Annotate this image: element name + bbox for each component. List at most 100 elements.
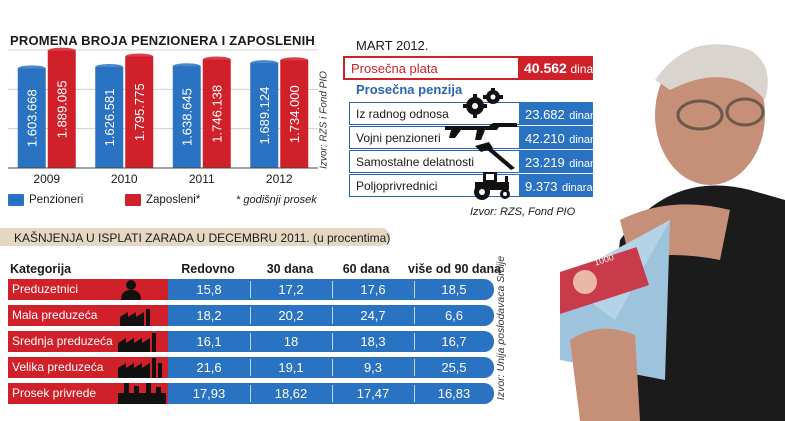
table-title-bar [0, 228, 390, 246]
x-tick-label: 2009 [33, 172, 60, 186]
row-values: 15,8 17,2 17,6 18,5 [168, 279, 494, 300]
table-cell: 16,7 [441, 334, 467, 349]
tractor-icon [474, 172, 510, 200]
cell-divider [250, 307, 251, 324]
pension-value: 23.682 [525, 107, 565, 122]
gears-icon [463, 88, 503, 118]
pension-value: 42.210 [525, 131, 565, 146]
table-cell: 18,2 [196, 308, 222, 323]
column-header: Redovno [181, 262, 235, 276]
cell-divider [250, 385, 251, 402]
pension-unit: dinara [562, 182, 593, 194]
pension-row: Poljoprivrednici 9.373 dinara [349, 172, 593, 200]
cell-divider [250, 333, 251, 350]
pension-source: Izvor: RZS, Fond PIO [470, 206, 576, 218]
legend-item-zaposleni: Zaposleni* [125, 194, 200, 206]
bar [280, 57, 309, 168]
cell-divider [250, 281, 251, 298]
salary-unit: dinara [570, 62, 604, 76]
table-source: Izvor: Unija poslodavaca Srbije [495, 255, 507, 400]
cell-divider [414, 307, 415, 324]
legend-item-penzioneri: Penzioneri [8, 194, 83, 206]
pension-label: Samostalne delatnosti [349, 150, 519, 173]
table-cell: 25,5 [441, 360, 467, 375]
person-icon [118, 279, 144, 305]
x-tick-label: 2012 [266, 172, 293, 186]
row-values: 21,6 19,1 9,3 25,5 [168, 357, 494, 378]
x-tick-label: 2011 [189, 172, 215, 186]
cell-divider [250, 359, 251, 376]
column-header: više od 90 dana [408, 262, 502, 276]
table-cell: 18,62 [274, 386, 308, 401]
bar [17, 65, 46, 168]
table-cell: 15,8 [196, 282, 222, 297]
row-values: 18,2 20,2 24,7 6,6 [168, 305, 494, 326]
row-category: Preduzetnici [8, 279, 168, 300]
legend-swatch-red [125, 194, 141, 206]
pension-value-cell: 9.373 dinara [519, 174, 593, 197]
large-factory-icon [118, 357, 166, 383]
medium-factory-icon [118, 331, 162, 357]
pension-value-cell: 23.219 dinara [519, 150, 600, 173]
bar [172, 63, 201, 168]
industry-icon [118, 383, 166, 409]
table-cell: 16,83 [437, 386, 471, 401]
pensioner-photo: 1000 [560, 20, 785, 421]
salary-value-cell: 40.562 dinara [518, 56, 604, 80]
cell-divider [414, 385, 415, 402]
chart-title: PROMENA BROJA PENZIONERA I ZAPOSLENIH [10, 33, 315, 48]
panel-date: MART 2012. [356, 38, 429, 53]
cell-divider [414, 333, 415, 350]
column-header: Kategorija [10, 262, 72, 276]
rifle-icon [445, 123, 517, 140]
table-cell: 17,2 [278, 282, 304, 297]
bar-value-label: 1.689.124 [257, 87, 272, 145]
salary-row: Prosečna plata 40.562 dinara [343, 56, 604, 80]
cell-divider [414, 281, 415, 298]
small-factory-icon [118, 305, 158, 331]
cell-divider [332, 359, 333, 376]
table-cell: 18,5 [441, 282, 467, 297]
bar-value-label: 1.626.581 [102, 89, 117, 147]
annual-average-note: * godišnji prosek [236, 194, 317, 206]
pension-label: Vojni penzioneri [349, 126, 519, 149]
bar [202, 56, 231, 168]
table-cell: 21,6 [196, 360, 222, 375]
bar [250, 60, 279, 168]
row-values: 17,93 18,62 17,47 16,83 [168, 383, 494, 404]
table-cell: 20,2 [278, 308, 304, 323]
pension-value: 9.373 [525, 179, 558, 194]
bar-value-label: 1.734.000 [287, 85, 302, 143]
bar-value-label: 1.889.085 [55, 80, 70, 138]
table-title: KAŠNJENJA U ISPLATI ZARADA U DECEMBRU 20… [14, 231, 391, 245]
table-cell: 16,1 [196, 334, 222, 349]
bar [47, 47, 76, 168]
pension-row: Vojni penzioneri 42.210 dinara [349, 123, 600, 149]
table-cell: 18 [283, 334, 299, 349]
table-cell: 17,93 [192, 386, 226, 401]
bar-value-label: 1.603.668 [25, 89, 40, 147]
legend-label: Zaposleni* [146, 194, 201, 206]
table-cell: 24,7 [360, 308, 386, 323]
pension-unit: dinara [569, 158, 600, 170]
cell-divider [332, 307, 333, 324]
table-cell: 9,3 [363, 360, 383, 375]
table-cell: 18,3 [360, 334, 386, 349]
x-tick-label: 2010 [111, 172, 138, 186]
table-cell: 17,6 [360, 282, 386, 297]
bar-chart: 1.603.668 1.889.085 2009 1.626.581 1.795.775… [8, 47, 318, 186]
bar [95, 63, 124, 168]
pension-unit: dinara [569, 134, 600, 146]
cell-divider [332, 281, 333, 298]
bar-value-label: 1.795.775 [132, 83, 147, 141]
legend-swatch-blue [8, 194, 24, 206]
pension-row: Samostalne delatnosti 23.219 dinara [349, 142, 600, 173]
pension-title: Prosečna penzija [356, 82, 463, 97]
cell-divider [332, 333, 333, 350]
cell-divider [414, 359, 415, 376]
legend-label: Penzioneri [29, 194, 84, 206]
column-header: 60 dana [342, 262, 390, 276]
bar-value-label: 1.638.645 [180, 88, 195, 146]
pension-unit: dinara [569, 110, 600, 122]
bar [125, 53, 154, 169]
